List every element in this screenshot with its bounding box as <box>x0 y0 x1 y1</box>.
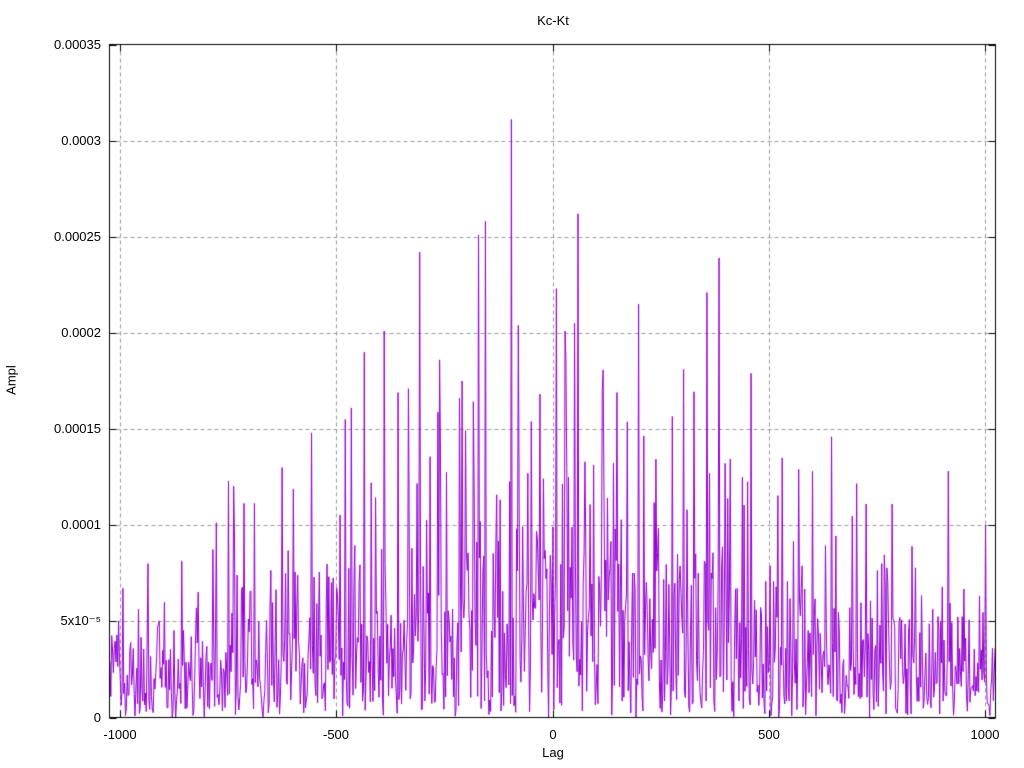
y-tick-label: 0.0001 <box>61 517 101 532</box>
y-tick-label: 0 <box>93 710 101 725</box>
x-axis-label: Lag <box>542 745 564 760</box>
y-tick-label: 0.00035 <box>54 37 101 52</box>
x-tick-label: 0 <box>549 727 557 742</box>
y-tick-label: 0.0003 <box>61 133 101 148</box>
y-tick-label: 0.00025 <box>54 229 101 244</box>
y-axis-label: Ampl <box>3 365 19 395</box>
y-tick-label: 0.00015 <box>54 421 101 436</box>
y-tick-label: 5x10⁻⁵ <box>60 613 101 628</box>
x-tick-label: -1000 <box>103 727 137 742</box>
chart-title: Kc-Kt <box>537 13 569 28</box>
x-tick-label: 500 <box>758 727 780 742</box>
y-tick-label: 0.0002 <box>61 325 101 340</box>
x-tick-label: -500 <box>322 727 350 742</box>
x-tick-label: 1000 <box>970 727 1000 742</box>
